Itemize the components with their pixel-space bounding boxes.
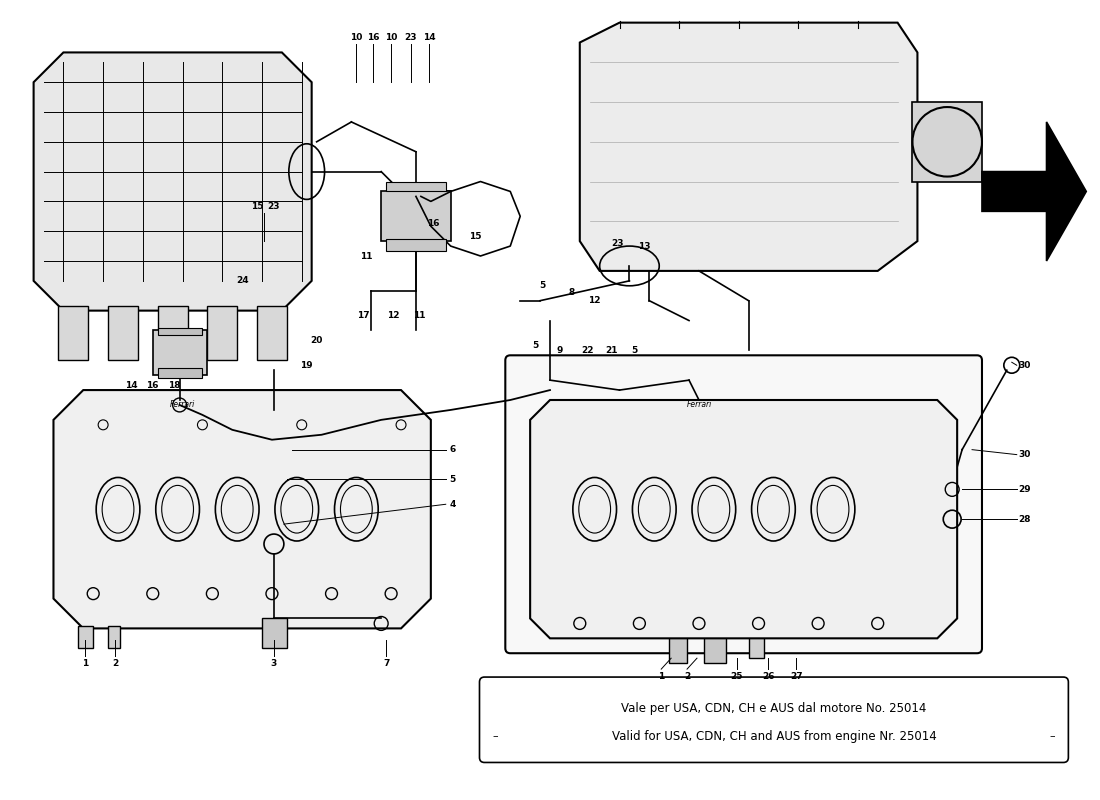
Bar xyxy=(382,191,451,241)
Polygon shape xyxy=(54,390,431,629)
Text: Valid for USA, CDN, CH and AUS from engine Nr. 25014: Valid for USA, CDN, CH and AUS from engi… xyxy=(612,730,936,743)
Text: 16: 16 xyxy=(146,381,160,390)
Text: 11: 11 xyxy=(360,251,373,261)
Text: 10: 10 xyxy=(385,33,397,42)
Text: 28: 28 xyxy=(1019,514,1031,524)
Text: 27: 27 xyxy=(790,671,803,681)
Text: 23: 23 xyxy=(267,202,280,211)
Bar xyxy=(386,239,446,251)
Text: 1: 1 xyxy=(658,671,664,681)
Text: 21: 21 xyxy=(605,346,618,355)
Text: 12: 12 xyxy=(588,296,601,305)
Text: 12: 12 xyxy=(387,311,399,320)
FancyBboxPatch shape xyxy=(505,355,982,654)
Text: 3: 3 xyxy=(271,658,277,668)
Text: Vale per USA, CDN, CH e AUS dal motore No. 25014: Vale per USA, CDN, CH e AUS dal motore N… xyxy=(621,702,926,715)
Text: 14: 14 xyxy=(124,381,138,390)
Bar xyxy=(262,618,287,648)
Bar xyxy=(78,626,94,648)
Text: 8: 8 xyxy=(569,288,575,298)
Text: 13: 13 xyxy=(638,242,650,250)
Text: 5: 5 xyxy=(450,475,455,484)
Text: 15: 15 xyxy=(470,232,482,241)
Text: Ferrari: Ferrari xyxy=(686,401,712,410)
Text: 16: 16 xyxy=(367,33,380,42)
Text: Ferrari: Ferrari xyxy=(169,401,195,410)
Bar xyxy=(153,330,208,375)
Text: –: – xyxy=(1049,731,1056,742)
Bar xyxy=(913,102,982,182)
Text: 10: 10 xyxy=(350,33,363,42)
Text: 19: 19 xyxy=(300,361,313,370)
Text: eurospares: eurospares xyxy=(626,391,871,429)
Text: 7: 7 xyxy=(383,658,389,668)
Text: 16: 16 xyxy=(427,218,439,228)
Polygon shape xyxy=(580,22,917,271)
Text: –: – xyxy=(493,731,498,742)
Text: 18: 18 xyxy=(168,381,180,390)
Text: 14: 14 xyxy=(422,33,436,42)
Text: 11: 11 xyxy=(412,311,426,320)
Text: 17: 17 xyxy=(358,311,370,320)
Polygon shape xyxy=(34,53,311,310)
Bar xyxy=(208,306,238,360)
Bar xyxy=(749,636,763,658)
Text: 9: 9 xyxy=(557,346,563,355)
Bar xyxy=(157,327,202,335)
Bar xyxy=(157,306,187,360)
Bar xyxy=(108,626,120,648)
Text: 24: 24 xyxy=(235,276,249,286)
Text: 5: 5 xyxy=(539,282,546,290)
Bar xyxy=(669,635,688,663)
Text: 26: 26 xyxy=(762,671,774,681)
Polygon shape xyxy=(982,122,1086,261)
Text: 22: 22 xyxy=(582,346,594,355)
Text: 1: 1 xyxy=(82,658,88,668)
Text: 4: 4 xyxy=(450,500,455,509)
Polygon shape xyxy=(530,400,957,638)
Text: 6: 6 xyxy=(450,445,455,454)
FancyBboxPatch shape xyxy=(480,677,1068,762)
Text: 20: 20 xyxy=(310,336,322,345)
Text: 15: 15 xyxy=(251,202,263,211)
Text: 23: 23 xyxy=(612,238,624,247)
Text: 23: 23 xyxy=(405,33,417,42)
Bar xyxy=(257,306,287,360)
Bar xyxy=(157,368,202,378)
Text: 29: 29 xyxy=(1019,485,1031,494)
Text: eurospares: eurospares xyxy=(129,391,375,429)
Text: 5: 5 xyxy=(532,341,538,350)
Bar xyxy=(386,182,446,191)
Text: 25: 25 xyxy=(730,671,743,681)
Text: 2: 2 xyxy=(684,671,690,681)
Text: 30: 30 xyxy=(1019,450,1031,459)
Bar xyxy=(108,306,138,360)
Text: 5: 5 xyxy=(631,346,638,355)
Text: 2: 2 xyxy=(112,658,118,668)
Text: 30: 30 xyxy=(1019,361,1031,370)
Bar xyxy=(58,306,88,360)
Bar xyxy=(704,635,726,663)
